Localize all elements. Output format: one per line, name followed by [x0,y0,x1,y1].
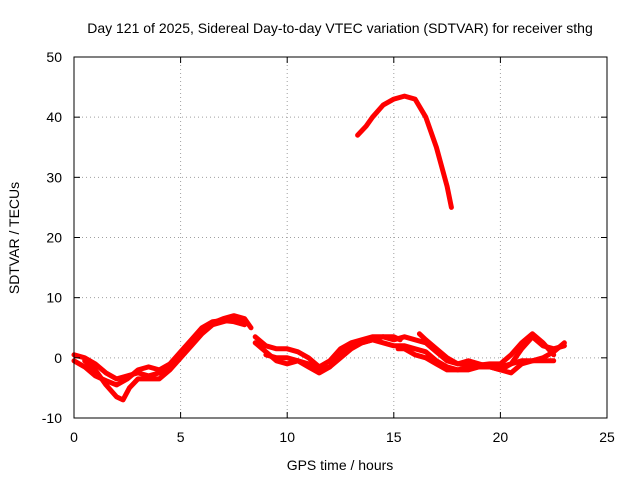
axis-ticks [73,56,608,419]
x-tick-labels: 0 5 10 15 20 25 [70,429,615,445]
x-tick-label: 25 [599,429,615,445]
x-tick-label: 15 [386,429,402,445]
y-tick-label: 30 [46,169,62,185]
x-tick-label: 5 [177,429,185,445]
x-tick-label: 10 [279,429,295,445]
series-track-g [395,346,557,376]
y-tick-label: -10 [42,410,62,426]
series-track-i [355,93,454,210]
y-tick-label: 50 [46,49,62,65]
y-tick-label: 10 [46,290,62,306]
x-axis-label: GPS time / hours [287,457,394,473]
series-track-h [416,331,557,368]
y-tick-label: 40 [46,109,62,125]
x-tick-label: 0 [70,429,78,445]
y-tick-label: 20 [46,230,62,246]
y-tick-labels: -10 0 10 20 30 40 50 [42,49,62,426]
x-tick-label: 20 [493,429,509,445]
y-tick-label: 0 [54,350,62,366]
y-axis-label: SDTVAR / TECUs [6,182,22,294]
series-track-c [82,316,248,403]
series-track-f [263,334,403,376]
plot-area [71,93,567,403]
chart-title: Day 121 of 2025, Sidereal Day-to-day VTE… [87,20,593,36]
